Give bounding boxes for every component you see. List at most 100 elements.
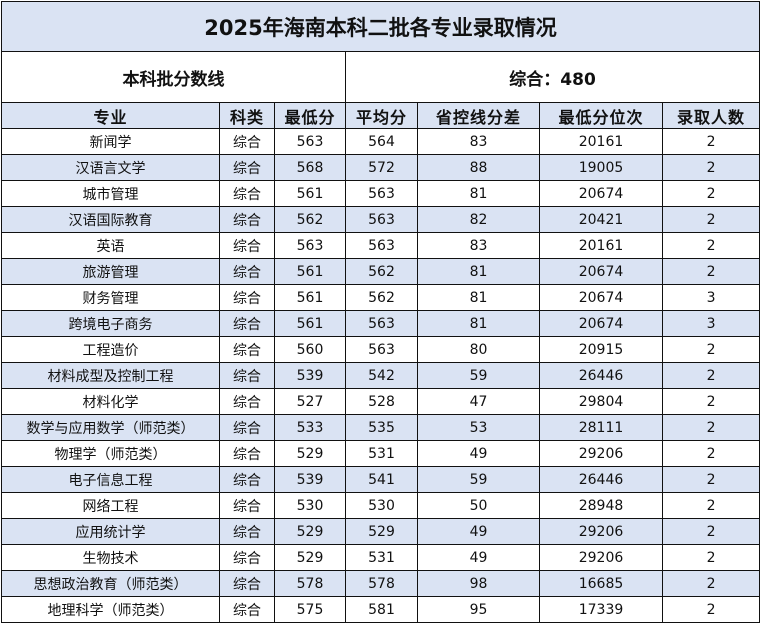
cell-major: 思想政治教育（师范类）: [1, 570, 220, 597]
cell-diff: 49: [417, 544, 540, 571]
cell-min-score: 533: [274, 414, 346, 441]
cell-major: 城市管理: [1, 180, 220, 207]
cell-min-score: 563: [274, 128, 346, 155]
table-row: 旅游管理 综合 561 562 81 20674 2: [1, 258, 760, 285]
cell-min-rank: 20421: [539, 206, 663, 233]
cell-diff: 81: [417, 284, 540, 311]
cell-min-score: 568: [274, 154, 346, 181]
table-row: 思想政治教育（师范类） 综合 578 578 98 16685 2: [1, 570, 760, 597]
cell-count: 2: [661, 518, 760, 545]
cell-category: 综合: [219, 440, 275, 467]
cell-avg-score: 562: [345, 284, 418, 311]
cell-count: 2: [661, 154, 760, 181]
cell-avg-score: 530: [345, 492, 418, 519]
cell-min-rank: 20674: [539, 310, 663, 337]
table-row: 生物技术 综合 529 531 49 29206 2: [1, 544, 760, 571]
cell-major: 汉语言文学: [1, 154, 220, 181]
table-row: 财务管理 综合 561 562 81 20674 3: [1, 284, 760, 311]
cell-category: 综合: [219, 154, 275, 181]
cell-category: 综合: [219, 414, 275, 441]
cell-count: 2: [661, 128, 760, 155]
cell-category: 综合: [219, 336, 275, 363]
cell-major: 跨境电子商务: [1, 310, 220, 337]
cell-count: 2: [661, 388, 760, 415]
cell-min-rank: 29804: [539, 388, 663, 415]
cell-diff: 95: [417, 596, 540, 623]
cell-category: 综合: [219, 310, 275, 337]
cell-count: 3: [661, 310, 760, 337]
table-row: 汉语国际教育 综合 562 563 82 20421 2: [1, 206, 760, 233]
cell-avg-score: 541: [345, 466, 418, 493]
cell-min-score: 563: [274, 232, 346, 259]
cell-diff: 53: [417, 414, 540, 441]
cell-min-rank: 29206: [539, 544, 663, 571]
cell-category: 综合: [219, 492, 275, 519]
table-row: 电子信息工程 综合 539 541 59 26446 2: [1, 466, 760, 493]
cell-min-rank: 16685: [539, 570, 663, 597]
cell-count: 2: [661, 414, 760, 441]
cell-category: 综合: [219, 284, 275, 311]
cell-major: 材料化学: [1, 388, 220, 415]
cell-avg-score: 531: [345, 440, 418, 467]
cell-major: 旅游管理: [1, 258, 220, 285]
cell-min-score: 560: [274, 336, 346, 363]
cell-major: 物理学（师范类）: [1, 440, 220, 467]
cell-min-rank: 20915: [539, 336, 663, 363]
table-row: 物理学（师范类） 综合 529 531 49 29206 2: [1, 440, 760, 467]
cell-category: 综合: [219, 128, 275, 155]
cell-diff: 83: [417, 232, 540, 259]
cell-min-score: 562: [274, 206, 346, 233]
table-row: 汉语言文学 综合 568 572 88 19005 2: [1, 154, 760, 181]
cell-count: 2: [661, 440, 760, 467]
cell-avg-score: 572: [345, 154, 418, 181]
cutoff-row: 本科批分数线 综合：480: [1, 51, 760, 103]
cell-diff: 47: [417, 388, 540, 415]
cell-count: 2: [661, 258, 760, 285]
cell-min-rank: 19005: [539, 154, 663, 181]
cell-diff: 59: [417, 466, 540, 493]
cell-diff: 81: [417, 180, 540, 207]
cell-category: 综合: [219, 518, 275, 545]
cell-major: 工程造价: [1, 336, 220, 363]
cell-major: 汉语国际教育: [1, 206, 220, 233]
cell-avg-score: 563: [345, 336, 418, 363]
cell-min-rank: 26446: [539, 466, 663, 493]
cell-min-score: 561: [274, 180, 346, 207]
cell-min-score: 539: [274, 466, 346, 493]
cell-min-score: 530: [274, 492, 346, 519]
cell-diff: 81: [417, 258, 540, 285]
cell-count: 2: [661, 570, 760, 597]
table-row: 跨境电子商务 综合 561 563 81 20674 3: [1, 310, 760, 337]
cell-min-score: 561: [274, 284, 346, 311]
title-row: 2025年海南本科二批各专业录取情况: [0, 1, 760, 52]
cell-count: 2: [661, 544, 760, 571]
table-title: 2025年海南本科二批各专业录取情况: [0, 1, 760, 52]
cell-avg-score: 564: [345, 128, 418, 155]
cell-diff: 83: [417, 128, 540, 155]
cell-diff: 81: [417, 310, 540, 337]
cell-avg-score: 535: [345, 414, 418, 441]
table-row: 数学与应用数学（师范类） 综合 533 535 53 28111 2: [1, 414, 760, 441]
cell-min-score: 575: [274, 596, 346, 623]
table-row: 应用统计学 综合 529 529 49 29206 2: [1, 518, 760, 545]
cell-category: 综合: [219, 180, 275, 207]
cell-major: 数学与应用数学（师范类）: [1, 414, 220, 441]
cell-major: 生物技术: [1, 544, 220, 571]
cell-category: 综合: [219, 388, 275, 415]
cell-count: 2: [661, 336, 760, 363]
cell-min-rank: 20674: [539, 284, 663, 311]
cell-category: 综合: [219, 258, 275, 285]
cell-avg-score: 563: [345, 206, 418, 233]
cell-category: 综合: [219, 596, 275, 623]
cell-major: 财务管理: [1, 284, 220, 311]
cell-diff: 80: [417, 336, 540, 363]
cell-avg-score: 529: [345, 518, 418, 545]
cell-min-rank: 29206: [539, 518, 663, 545]
cell-count: 2: [661, 492, 760, 519]
cell-major: 材料成型及控制工程: [1, 362, 220, 389]
cell-min-score: 561: [274, 258, 346, 285]
cell-major: 地理科学（师范类）: [1, 596, 220, 623]
cell-diff: 59: [417, 362, 540, 389]
cell-min-score: 529: [274, 440, 346, 467]
